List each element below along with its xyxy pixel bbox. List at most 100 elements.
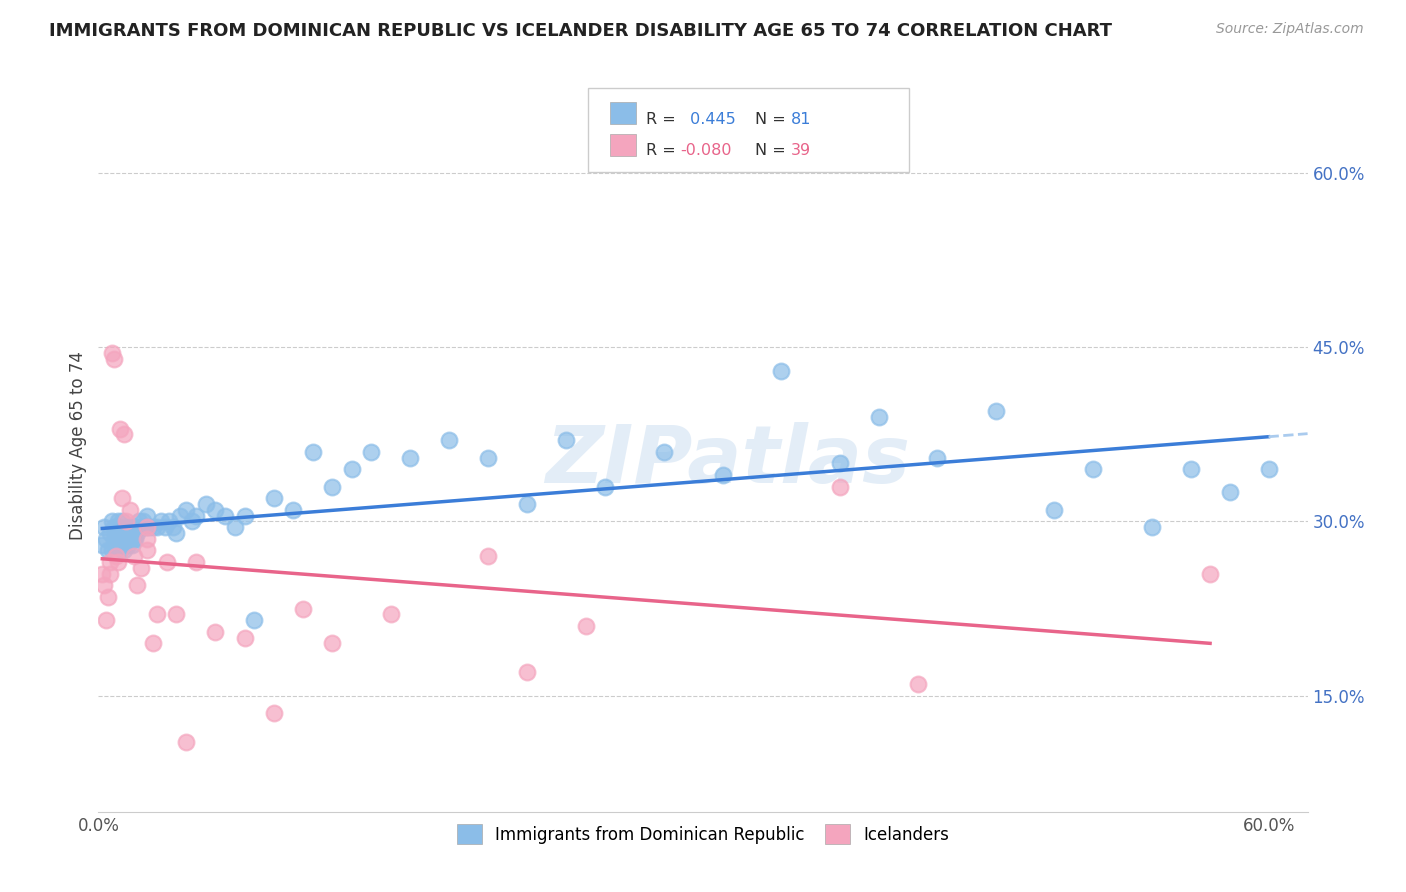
- Text: N =: N =: [755, 112, 790, 127]
- Point: [96, 613, 118, 627]
- Point: [243, 613, 266, 627]
- Point: [131, 520, 153, 534]
- Point: [263, 706, 285, 720]
- Legend: Immigrants from Dominican Republic, Icelanders: Immigrants from Dominican Republic, Icel…: [450, 817, 956, 851]
- Text: IMMIGRANTS FROM DOMINICAN REPUBLIC VS ICELANDER DISABILITY AGE 65 TO 74 CORRELAT: IMMIGRANTS FROM DOMINICAN REPUBLIC VS IC…: [49, 22, 1112, 40]
- Point: [165, 526, 187, 541]
- Point: [93, 578, 115, 592]
- Point: [103, 351, 125, 366]
- Y-axis label: Disability Age 65 to 74: Disability Age 65 to 74: [69, 351, 87, 541]
- Point: [138, 520, 160, 534]
- Point: [516, 665, 538, 680]
- Text: R =: R =: [647, 112, 681, 127]
- Point: [652, 445, 675, 459]
- Point: [263, 491, 285, 506]
- Point: [142, 636, 165, 650]
- Point: [117, 526, 139, 541]
- Point: [828, 457, 851, 471]
- Point: [112, 526, 135, 541]
- Point: [321, 480, 343, 494]
- Point: [1257, 462, 1279, 476]
- Point: [111, 515, 134, 529]
- Point: [117, 538, 139, 552]
- Point: [93, 520, 115, 534]
- Point: [711, 468, 734, 483]
- Point: [122, 520, 145, 534]
- Point: [146, 607, 169, 622]
- Point: [204, 624, 226, 639]
- Text: R =: R =: [647, 143, 681, 158]
- Point: [127, 578, 149, 592]
- Point: [114, 532, 136, 546]
- Point: [828, 480, 851, 494]
- Point: [1180, 462, 1202, 476]
- Point: [131, 561, 153, 575]
- Point: [769, 363, 792, 377]
- Point: [1140, 520, 1163, 534]
- Point: [98, 526, 121, 541]
- Point: [103, 532, 125, 546]
- FancyBboxPatch shape: [610, 134, 637, 155]
- Point: [104, 549, 127, 564]
- Point: [1199, 566, 1222, 581]
- FancyBboxPatch shape: [588, 87, 908, 171]
- Point: [194, 497, 217, 511]
- Point: [477, 549, 499, 564]
- Point: [96, 532, 118, 546]
- Point: [360, 445, 382, 459]
- Point: [104, 543, 127, 558]
- Point: [101, 515, 124, 529]
- Point: [108, 526, 131, 541]
- Point: [181, 515, 204, 529]
- Text: 0.445: 0.445: [685, 112, 735, 127]
- Point: [204, 503, 226, 517]
- Point: [101, 543, 124, 558]
- Point: [283, 503, 305, 517]
- Point: [107, 538, 129, 552]
- Point: [1219, 485, 1241, 500]
- Point: [97, 590, 120, 604]
- Point: [1081, 462, 1104, 476]
- Point: [156, 555, 179, 569]
- Point: [149, 515, 172, 529]
- Point: [114, 520, 136, 534]
- Point: [103, 520, 125, 534]
- Point: [516, 497, 538, 511]
- FancyBboxPatch shape: [610, 103, 637, 124]
- Point: [111, 532, 134, 546]
- Point: [555, 433, 578, 447]
- Point: [107, 520, 129, 534]
- Point: [136, 508, 159, 523]
- Point: [165, 607, 187, 622]
- Point: [121, 538, 143, 552]
- Point: [233, 508, 256, 523]
- Point: [98, 566, 121, 581]
- Point: [340, 462, 363, 476]
- Point: [575, 619, 598, 633]
- Text: N =: N =: [755, 143, 790, 158]
- Point: [439, 433, 461, 447]
- Point: [984, 404, 1007, 418]
- Point: [107, 555, 129, 569]
- Point: [174, 503, 197, 517]
- Point: [101, 346, 124, 360]
- Point: [321, 636, 343, 650]
- Point: [107, 515, 129, 529]
- Text: 81: 81: [792, 112, 811, 127]
- Point: [169, 508, 191, 523]
- Point: [122, 549, 145, 564]
- Point: [136, 543, 159, 558]
- Point: [134, 520, 156, 534]
- Point: [1043, 503, 1066, 517]
- Point: [91, 566, 114, 581]
- Point: [118, 520, 141, 534]
- Point: [595, 480, 617, 494]
- Point: [118, 503, 141, 517]
- Point: [121, 526, 143, 541]
- Point: [108, 421, 131, 435]
- Point: [112, 427, 135, 442]
- Point: [118, 532, 141, 546]
- Point: [214, 508, 236, 523]
- Point: [157, 515, 180, 529]
- Point: [233, 631, 256, 645]
